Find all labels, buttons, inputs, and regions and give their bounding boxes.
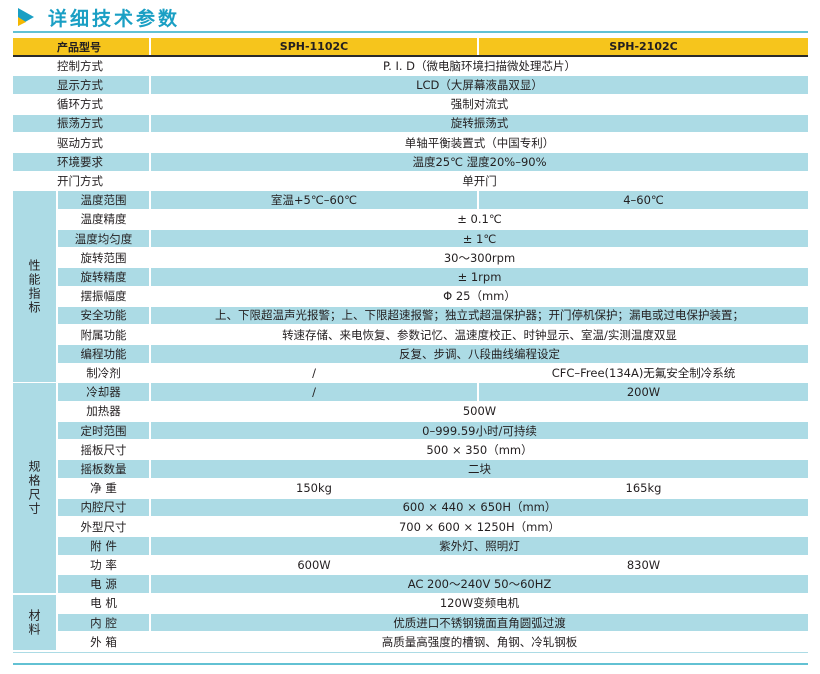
header-model-2: SPH-2102C [479, 38, 808, 55]
row-value: 单轴平衡装置式（中国专利） [404, 135, 555, 150]
section-title: 详细技术参数 [18, 4, 180, 30]
row-label: 温度范围 [58, 191, 149, 209]
group-label: 规格尺寸 [13, 383, 56, 593]
row-value: 旋转振荡式 [151, 114, 808, 133]
row-label: 净 重 [90, 481, 117, 496]
row-value: 600 × 440 × 650H（mm） [151, 498, 808, 517]
row-value-model-2: 830W [626, 557, 661, 572]
row-value: 优质进口不锈钢镜面直角圆弧过渡 [151, 613, 808, 632]
row-value: 500 × 350（mm） [426, 442, 533, 457]
row-label: 加热器 [86, 404, 121, 419]
row-value: 强制对流式 [450, 97, 509, 112]
row-value: 反复、步调、八段曲线编程设定 [151, 345, 808, 363]
row-label: 开门方式 [57, 173, 103, 188]
row-value-model-1: 600W [297, 557, 331, 572]
row-label: 电 源 [58, 575, 149, 593]
row-value: 紫外灯、照明灯 [151, 537, 808, 555]
row-label: 环境要求 [13, 153, 149, 171]
play-triangle-icon [18, 8, 34, 26]
row-value-model-2: 4–60℃ [479, 191, 808, 209]
row-label: 内腔尺寸 [58, 498, 149, 517]
group-label: 性能指标 [13, 191, 56, 382]
row-label: 内 腔 [58, 613, 149, 632]
row-value-model-2: 200W [479, 383, 808, 401]
row-value: ± 0.1℃ [457, 212, 502, 227]
header-divider [13, 55, 808, 57]
row-value: 高质量高强度的槽钢、角钢、冷轧钢板 [381, 634, 578, 649]
row-label: 编程功能 [58, 345, 149, 363]
row-value-model-1: / [312, 365, 316, 380]
row-value: 上、下限超温声光报警；上、下限超速报警；独立式超温保护器；开门停机保护；漏电或过… [151, 306, 808, 325]
row-value-model-1: 150kg [296, 481, 332, 496]
row-label: 功 率 [90, 557, 117, 572]
row-label: 电 机 [90, 596, 117, 611]
row-label: 外 箱 [90, 634, 117, 649]
row-label: 摆振幅度 [80, 289, 127, 304]
row-label: 制冷剂 [86, 365, 121, 380]
group-label: 材料 [13, 594, 56, 651]
row-value: ± 1℃ [151, 229, 808, 248]
row-label: 安全功能 [58, 306, 149, 325]
row-label: 摇板尺寸 [80, 442, 127, 457]
row-value: AC 200〜240V 50〜60HZ [151, 575, 808, 593]
row-label: 定时范围 [58, 421, 149, 440]
row-value: 转速存储、来电恢复、参数记忆、温速度校正、时钟显示、室温/实测温度双显 [282, 327, 677, 342]
row-value: P. I. D（微电脑环境扫描微处理芯片） [382, 58, 576, 73]
row-value: LCD（大屏幕液晶双显） [151, 76, 808, 94]
row-label: 旋转精度 [58, 268, 149, 286]
divider [13, 663, 808, 665]
row-label: 温度均匀度 [58, 229, 149, 248]
header-model-1: SPH-1102C [151, 38, 477, 55]
row-label: 附属功能 [80, 327, 127, 342]
row-label: 外型尺寸 [80, 519, 127, 534]
row-value: 单开门 [462, 173, 497, 188]
row-value: Φ 25（mm） [443, 289, 516, 304]
row-label: 控制方式 [57, 58, 103, 73]
row-value-model-2: CFC–Free(134A)无氟安全制冷系统 [551, 365, 736, 380]
row-value: 温度25℃ 湿度20%–90% [151, 153, 808, 171]
row-label: 旋转范围 [80, 250, 127, 265]
row-value: 700 × 600 × 1250H（mm） [398, 519, 561, 534]
row-value: 30〜300rpm [443, 250, 516, 265]
row-value-model-1: / [151, 383, 477, 401]
header-label: 产品型号 [13, 38, 149, 55]
row-value: 500W [462, 404, 497, 419]
row-label: 显示方式 [13, 76, 149, 94]
row-label: 振荡方式 [13, 114, 149, 133]
row-label: 温度精度 [80, 212, 127, 227]
divider [13, 31, 808, 33]
row-label: 驱动方式 [57, 135, 103, 150]
row-label: 摇板数量 [58, 460, 149, 478]
row-value: 120W变频电机 [439, 596, 520, 611]
row-value: 0–999.59小时/可持续 [151, 421, 808, 440]
section-title-text: 详细技术参数 [48, 7, 181, 30]
row-label: 附 件 [58, 537, 149, 555]
table-bottom-border [13, 652, 808, 653]
row-label: 循环方式 [57, 97, 103, 112]
row-value-model-2: 165kg [625, 481, 662, 496]
row-label: 冷却器 [58, 383, 149, 401]
row-value-model-1: 室温+5℃–60℃ [151, 191, 477, 209]
row-value: 二块 [151, 460, 808, 478]
row-value: ± 1rpm [151, 268, 808, 286]
